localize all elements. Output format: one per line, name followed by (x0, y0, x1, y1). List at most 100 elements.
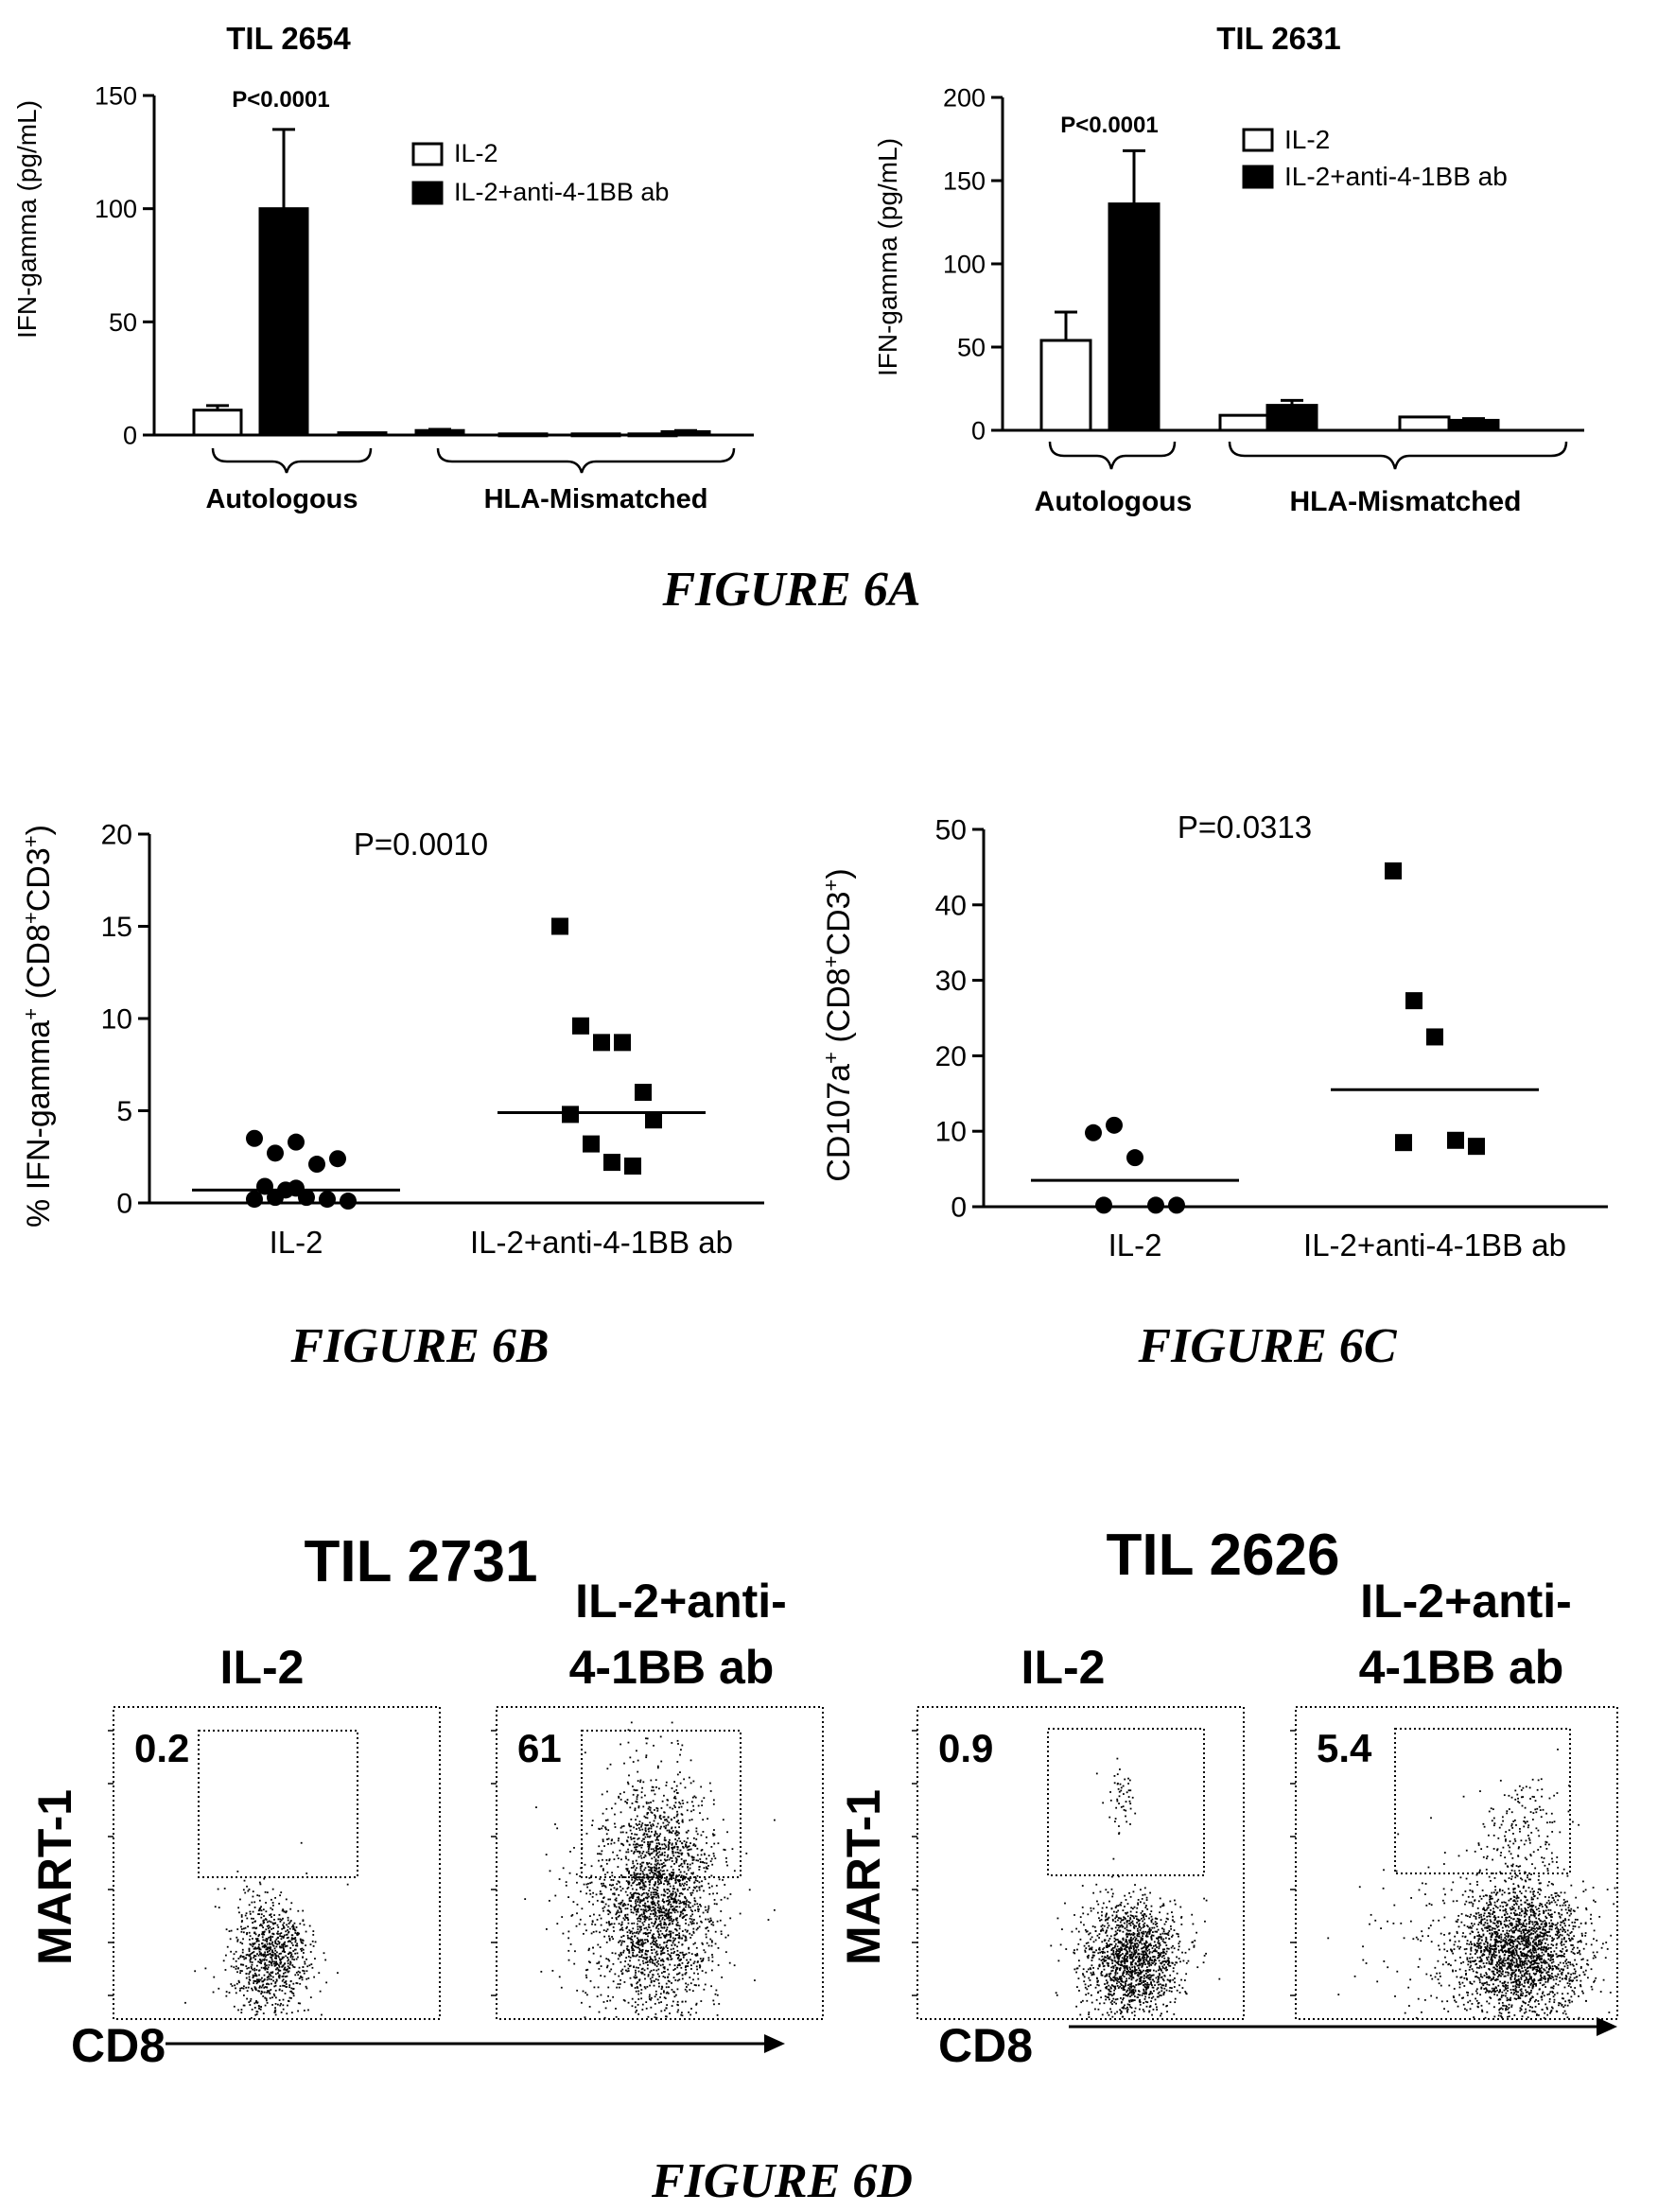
event-dot (279, 1969, 282, 1972)
event-dot (1118, 1981, 1121, 1983)
event-dot (653, 1889, 655, 1891)
event-dot (669, 1841, 672, 1844)
event-dot (656, 1862, 659, 1865)
data-point-square (1405, 992, 1422, 1010)
event-dot (1094, 1986, 1097, 1989)
event-dot (688, 1961, 689, 1963)
event-dot (655, 1969, 658, 1972)
event-dot (663, 1847, 666, 1850)
event-dot (274, 1962, 277, 1964)
event-dot (709, 1938, 712, 1941)
event-dot (1161, 1932, 1164, 1935)
event-dot (1119, 1985, 1122, 1988)
event-dot (654, 1920, 656, 1923)
event-dot (255, 2000, 257, 2002)
event-dot (279, 1962, 282, 1965)
event-dot (255, 1926, 258, 1929)
event-dot (654, 1893, 657, 1896)
event-dot (1139, 1980, 1141, 1982)
event-dot (247, 1890, 250, 1892)
event-dot (250, 1967, 253, 1970)
event-dot (237, 1958, 240, 1959)
event-dot (575, 1925, 578, 1927)
event-dot (602, 1909, 604, 1912)
event-dot (1155, 1970, 1158, 1973)
event-dot (627, 1741, 630, 1744)
event-dot (1159, 1942, 1161, 1944)
event-dot (1109, 1935, 1112, 1938)
event-dot (251, 2009, 253, 2011)
event-dot (1088, 1977, 1091, 1979)
event-dot (214, 1906, 217, 1908)
event-dot (1126, 1924, 1128, 1926)
event-dot (1125, 1958, 1126, 1960)
event-dot (654, 1814, 655, 1817)
event-dot (1119, 1978, 1122, 1981)
event-dot (643, 1856, 645, 1858)
event-dot (598, 1845, 601, 1848)
event-dot (1142, 1935, 1143, 1938)
event-dot (646, 1928, 649, 1931)
event-dot (620, 1924, 622, 1926)
event-dot (1142, 1946, 1144, 1949)
event-dot (622, 1825, 625, 1827)
event-dot (1125, 2007, 1127, 2010)
event-dot (1167, 1947, 1170, 1950)
event-dot (1099, 1919, 1101, 1922)
event-dot (1106, 1987, 1108, 1990)
event-dot (605, 1941, 608, 1943)
event-dot (281, 1976, 284, 1977)
event-dot (697, 1906, 700, 1908)
y-tick-label: 50 (935, 815, 967, 846)
event-dot (641, 1828, 644, 1831)
event-dot (300, 1976, 303, 1978)
event-dot (678, 1873, 681, 1876)
event-dot (1192, 1941, 1195, 1943)
event-dot (688, 2011, 690, 2013)
event-dot (282, 1947, 285, 1950)
event-dot (634, 1891, 637, 1894)
event-dot (614, 1813, 616, 1816)
event-dot (1203, 1955, 1206, 1957)
event-dot (695, 1830, 698, 1833)
event-dot (691, 1922, 693, 1925)
event-dot (632, 1927, 635, 1930)
event-dot (655, 2016, 658, 2019)
event-dot (628, 1824, 631, 1827)
event-dot (619, 1983, 621, 1985)
event-dot (658, 1914, 661, 1917)
event-dot (621, 1876, 624, 1879)
event-dot (662, 1821, 665, 1824)
event-dot (1111, 1919, 1114, 1922)
event-dot (681, 1819, 684, 1821)
event-dot (254, 2001, 257, 2004)
event-dot (631, 1833, 633, 1835)
event-dot (684, 1882, 686, 1885)
event-dot (1076, 1967, 1079, 1970)
event-dot (664, 1922, 667, 1925)
event-dot (676, 1791, 679, 1794)
event-dot (282, 1978, 285, 1981)
event-dot (668, 1919, 671, 1922)
event-dot (635, 1945, 637, 1948)
event-dot (1109, 1978, 1112, 1981)
event-dot (604, 1886, 607, 1889)
event-dot (1146, 1949, 1149, 1952)
event-dot (656, 1852, 659, 1855)
event-dot (645, 1953, 648, 1956)
event-dot (690, 1953, 693, 1956)
event-dot (667, 1912, 670, 1914)
event-dot (1543, 1977, 1545, 1979)
event-dot (696, 1922, 698, 1925)
event-dot (1158, 1947, 1161, 1950)
event-dot (666, 1940, 669, 1942)
event-dot (286, 1924, 288, 1926)
event-dot (646, 1967, 649, 1970)
event-dot (680, 1862, 683, 1865)
event-dot (1162, 1928, 1165, 1931)
event-dot (256, 1940, 259, 1942)
event-dot (672, 1907, 675, 1909)
event-dot (278, 1965, 281, 1968)
event-dot (662, 1952, 664, 1955)
event-dot (1118, 1977, 1121, 1980)
